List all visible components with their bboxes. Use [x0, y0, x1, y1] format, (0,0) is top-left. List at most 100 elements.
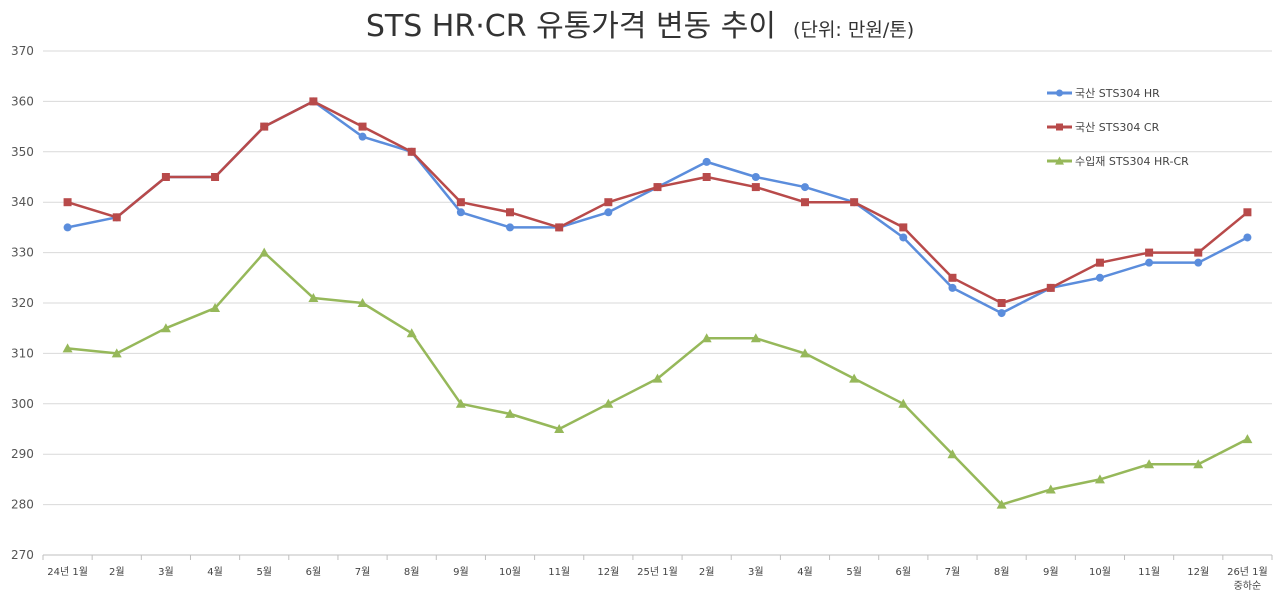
x-tick-label: 25년 1월: [637, 566, 678, 578]
x-tick-label: 8월: [994, 566, 1010, 578]
x-tick-label: 3월: [158, 566, 174, 578]
data-point-circle: [1145, 258, 1154, 267]
x-tick-label: 26년 1월: [1227, 566, 1268, 578]
chart-title: STS HR·CR 유통가격 변동 추이: [366, 9, 776, 44]
data-point-triangle: [554, 424, 565, 433]
data-point-square: [751, 183, 760, 192]
y-tick-label: 290: [11, 447, 34, 461]
data-point-square: [211, 173, 220, 181]
data-point-square: [506, 208, 515, 217]
x-tick-label: 5월: [256, 566, 272, 578]
data-point-square: [653, 183, 662, 192]
y-tick-label: 350: [11, 145, 34, 159]
y-tick-label: 340: [11, 195, 34, 209]
data-point-triangle: [947, 449, 958, 459]
data-point-square: [1095, 258, 1104, 267]
data-point-square: [161, 173, 170, 181]
y-tick-label: 360: [11, 94, 34, 108]
data-point-circle: [899, 233, 908, 242]
x-tick-label: 6월: [896, 566, 912, 578]
data-point-square: [604, 198, 613, 207]
x-tick-label: 3월: [748, 566, 764, 578]
data-point-square: [1194, 248, 1203, 257]
data-point-triangle: [1055, 156, 1064, 165]
data-point-square: [800, 198, 809, 207]
data-point-circle: [751, 173, 760, 181]
series-group: [62, 97, 1253, 509]
data-point-square: [702, 173, 711, 181]
y-tick-label: 310: [11, 346, 34, 360]
data-point-square: [358, 122, 367, 131]
x-tick-label: 24년 1월: [47, 566, 88, 578]
data-point-triangle: [62, 343, 73, 353]
chart-unit-subtitle: (단위: 만원/톤): [793, 19, 914, 41]
x-tick-label: 11월: [548, 566, 570, 578]
data-point-triangle: [406, 328, 417, 338]
y-tick-label: 330: [11, 246, 34, 260]
x-tick-label: 2월: [699, 566, 715, 578]
data-point-triangle: [701, 333, 712, 343]
data-point-circle: [358, 132, 367, 141]
data-point-square: [1056, 123, 1063, 131]
x-tick-label: 8월: [404, 566, 420, 578]
chart-title-line: STS HR·CR 유통가격 변동 추이 (단위: 만원/톤): [366, 9, 914, 44]
data-point-circle: [1056, 89, 1063, 97]
data-point-triangle: [1242, 434, 1253, 444]
legend-item: 국산 STS304 HR: [1047, 87, 1160, 100]
data-point-triangle: [357, 298, 368, 307]
data-point-circle: [1194, 258, 1203, 267]
data-point-square: [456, 198, 465, 207]
y-tick-label: 370: [11, 44, 34, 58]
series-1: [63, 97, 1252, 318]
legend-item: 국산 STS304 CR: [1047, 121, 1160, 134]
x-tick-label: 5월: [846, 566, 862, 578]
data-point-square: [850, 198, 859, 207]
x-tick-label: 10월: [499, 566, 521, 578]
y-tick-label: 280: [11, 498, 34, 512]
data-point-square: [1145, 248, 1154, 257]
data-point-circle: [948, 283, 957, 292]
data-point-triangle: [210, 303, 221, 313]
legend-label: 국산 STS304 HR: [1075, 87, 1160, 100]
x-tick-label: 11월: [1138, 566, 1160, 578]
data-point-circle: [702, 157, 711, 166]
data-point-square: [899, 223, 908, 232]
series-2: [63, 97, 1252, 307]
series-line: [67, 100, 1248, 315]
data-point-triangle: [799, 348, 810, 358]
data-point-circle: [63, 223, 72, 232]
data-point-circle: [1095, 273, 1104, 282]
data-point-triangle: [1094, 474, 1105, 484]
data-point-square: [997, 299, 1006, 307]
data-point-circle: [456, 208, 465, 217]
data-point-triangle: [111, 348, 122, 358]
y-tick-label: 270: [11, 548, 34, 562]
x-tick-label: 10월: [1089, 566, 1111, 578]
data-point-square: [260, 122, 269, 131]
data-point-circle: [1243, 233, 1252, 242]
data-point-triangle: [259, 247, 270, 257]
data-point-triangle: [750, 333, 761, 343]
data-point-triangle: [1144, 459, 1155, 469]
data-point-triangle: [160, 323, 171, 333]
data-point-square: [948, 273, 957, 282]
x-tick-label: 12월: [1187, 566, 1209, 578]
data-point-square: [112, 213, 121, 222]
legend-label: 국산 STS304 CR: [1075, 121, 1160, 134]
legend: 국산 STS304 HR 국산 STS304 CR 수입재 STS304 HR-CR: [1047, 87, 1189, 168]
data-point-circle: [997, 309, 1006, 318]
x-tick-label: 4월: [207, 566, 223, 578]
y-axis-ticks: 270 280 290 300 310 320 330 340 350 360 370: [11, 44, 34, 562]
data-point-triangle: [996, 499, 1007, 509]
data-point-circle: [604, 208, 613, 217]
data-point-triangle: [849, 373, 860, 383]
data-point-circle: [800, 183, 809, 192]
data-point-square: [407, 147, 416, 156]
x-axis: 24년 1월 2월 3월 4월 5월 6월 7월 8월 9월 10월 11월 12월 25년 1월 2월 3…: [42, 554, 1273, 592]
x-tick-label: 7월: [945, 566, 961, 578]
data-point-triangle: [1045, 484, 1056, 494]
data-point-triangle: [308, 292, 319, 302]
data-point-triangle: [603, 398, 614, 408]
data-point-circle: [506, 223, 515, 232]
x-tick-label: 7월: [355, 566, 371, 578]
